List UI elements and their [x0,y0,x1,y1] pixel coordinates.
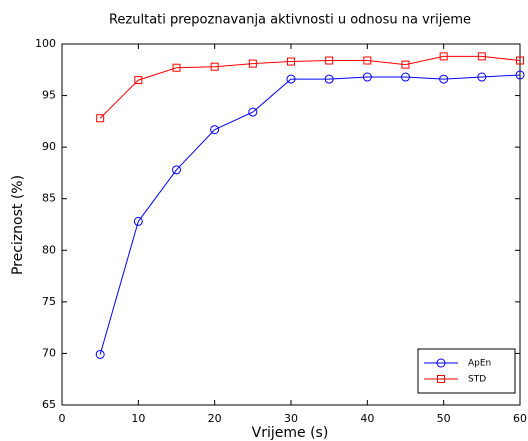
y-tick-label: 75 [42,295,56,308]
marker [436,358,446,368]
y-tick-label: 95 [42,89,56,102]
marker [477,72,487,82]
marker [439,74,449,84]
marker [172,63,181,72]
marker [248,107,258,117]
legend-box [417,348,516,394]
marker [363,56,372,65]
line [99,74,521,355]
x-tick-label: 40 [360,412,374,425]
legend-label: ApEn [468,359,491,369]
x-tick-label: 10 [131,412,145,425]
y-tick-label: 80 [42,243,56,256]
x-tick-label: 50 [437,412,451,425]
marker [516,56,524,65]
marker [133,216,143,226]
marker [324,74,334,84]
marker [248,59,257,68]
marker [477,52,486,61]
y-tick-label: 100 [35,37,56,50]
x-tick-label: 30 [284,412,298,425]
marker [172,165,181,175]
legend-label: STD [468,375,486,385]
x-tick-label: 20 [208,412,222,425]
y-tick-label: 90 [42,140,56,153]
marker [439,52,448,61]
chart-title: Rezultati prepoznavanja aktivnosti u odn… [109,13,471,28]
x-tick-label: 60 [513,412,527,425]
y-tick-label: 70 [42,346,56,359]
marker [96,114,105,123]
marker [401,72,410,82]
marker [95,349,105,359]
y-tick-label: 65 [42,398,56,411]
marker [325,56,334,65]
y-tick-label: 85 [42,192,56,205]
x-axis-label: Vrijeme (s) [252,425,329,441]
y-axis-label: Preciznost (%) [10,175,26,275]
marker [515,70,525,80]
marker [134,76,143,85]
marker [210,125,220,135]
x-tick-label: 0 [59,412,66,425]
marker [286,74,296,84]
marker [362,72,372,82]
marker [437,375,445,383]
line [99,55,521,119]
marker [401,60,410,69]
marker [287,57,295,66]
marker [210,62,219,71]
